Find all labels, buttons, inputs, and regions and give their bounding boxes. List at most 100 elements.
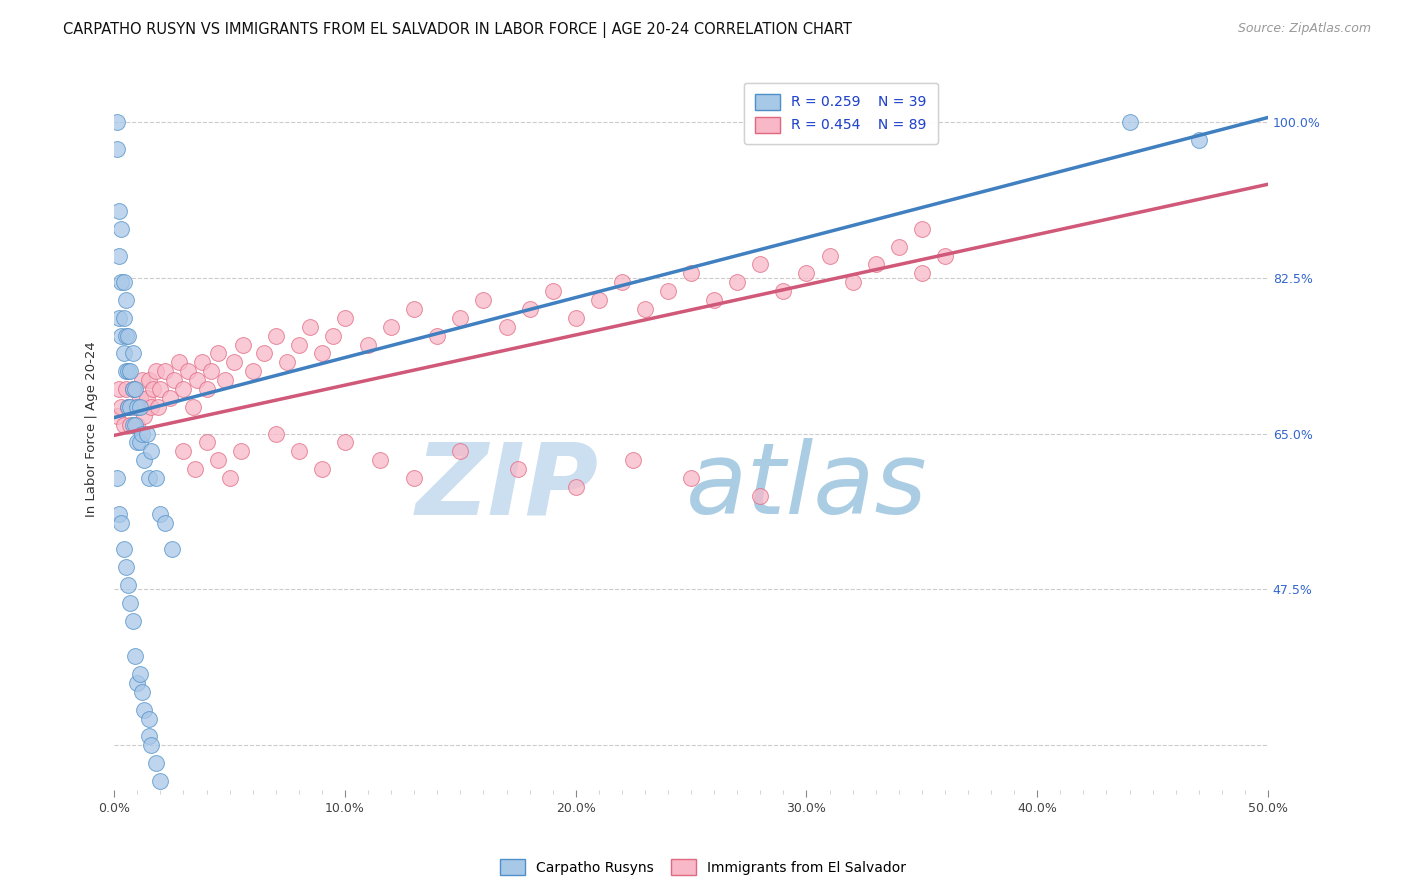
- Point: [105, 142, 128, 156]
- Point: [404, 471, 426, 485]
- Point: [207, 453, 229, 467]
- Point: [138, 471, 160, 485]
- Point: [128, 400, 150, 414]
- Point: [232, 337, 254, 351]
- Point: [121, 614, 143, 628]
- Point: [110, 400, 132, 414]
- Point: [128, 391, 150, 405]
- Point: [264, 426, 287, 441]
- Point: [380, 319, 402, 334]
- Point: [214, 373, 236, 387]
- Point: [120, 417, 142, 432]
- Point: [796, 266, 818, 280]
- Point: [184, 462, 207, 476]
- Point: [195, 435, 218, 450]
- Point: [160, 542, 183, 557]
- Point: [865, 257, 887, 271]
- Point: [153, 364, 176, 378]
- Legend: R = 0.259    N = 39, R = 0.454    N = 89: R = 0.259 N = 39, R = 0.454 N = 89: [744, 83, 938, 144]
- Point: [112, 542, 135, 557]
- Point: [681, 266, 703, 280]
- Point: [404, 301, 426, 316]
- Point: [124, 400, 146, 414]
- Point: [110, 221, 132, 235]
- Point: [333, 435, 356, 450]
- Point: [138, 729, 160, 743]
- Point: [153, 516, 176, 530]
- Point: [134, 409, 156, 423]
- Point: [117, 400, 139, 414]
- Point: [911, 221, 934, 235]
- Point: [841, 275, 863, 289]
- Point: [276, 355, 298, 369]
- Point: [110, 275, 132, 289]
- Point: [288, 444, 311, 458]
- Point: [610, 275, 633, 289]
- Text: Source: ZipAtlas.com: Source: ZipAtlas.com: [1237, 22, 1371, 36]
- Point: [623, 453, 645, 467]
- Point: [149, 382, 172, 396]
- Point: [449, 310, 471, 325]
- Point: [657, 284, 679, 298]
- Point: [117, 364, 139, 378]
- Point: [142, 382, 165, 396]
- Point: [112, 417, 135, 432]
- Point: [749, 257, 772, 271]
- Point: [634, 301, 657, 316]
- Point: [134, 453, 156, 467]
- Point: [322, 328, 344, 343]
- Point: [191, 355, 214, 369]
- Point: [911, 266, 934, 280]
- Point: [112, 275, 135, 289]
- Point: [725, 275, 748, 289]
- Point: [117, 328, 139, 343]
- Point: [1118, 115, 1140, 129]
- Point: [120, 400, 142, 414]
- Point: [472, 293, 495, 307]
- Point: [299, 319, 322, 334]
- Point: [121, 382, 143, 396]
- Point: [426, 328, 449, 343]
- Point: [818, 248, 841, 262]
- Point: [173, 444, 195, 458]
- Point: [141, 738, 163, 752]
- Point: [703, 293, 725, 307]
- Point: [134, 703, 156, 717]
- Point: [127, 417, 149, 432]
- Point: [108, 507, 131, 521]
- Point: [681, 471, 703, 485]
- Point: [117, 578, 139, 592]
- Point: [173, 382, 195, 396]
- Point: [114, 560, 136, 574]
- Point: [114, 382, 136, 396]
- Point: [135, 391, 157, 405]
- Point: [368, 453, 391, 467]
- Point: [519, 301, 541, 316]
- Point: [117, 400, 139, 414]
- Point: [934, 248, 956, 262]
- Point: [224, 355, 246, 369]
- Point: [495, 319, 517, 334]
- Point: [449, 444, 471, 458]
- Point: [127, 435, 149, 450]
- Point: [186, 373, 208, 387]
- Point: [177, 364, 200, 378]
- Point: [127, 400, 149, 414]
- Point: [128, 667, 150, 681]
- Point: [145, 364, 167, 378]
- Point: [105, 471, 128, 485]
- Point: [1188, 133, 1211, 147]
- Legend: Carpatho Rusyns, Immigrants from El Salvador: Carpatho Rusyns, Immigrants from El Salv…: [495, 854, 911, 880]
- Point: [112, 310, 135, 325]
- Text: atlas: atlas: [686, 438, 928, 535]
- Point: [159, 391, 181, 405]
- Point: [564, 310, 586, 325]
- Point: [114, 328, 136, 343]
- Point: [564, 480, 586, 494]
- Point: [288, 337, 311, 351]
- Point: [163, 373, 186, 387]
- Point: [231, 444, 253, 458]
- Point: [253, 346, 276, 360]
- Point: [181, 400, 204, 414]
- Point: [141, 444, 163, 458]
